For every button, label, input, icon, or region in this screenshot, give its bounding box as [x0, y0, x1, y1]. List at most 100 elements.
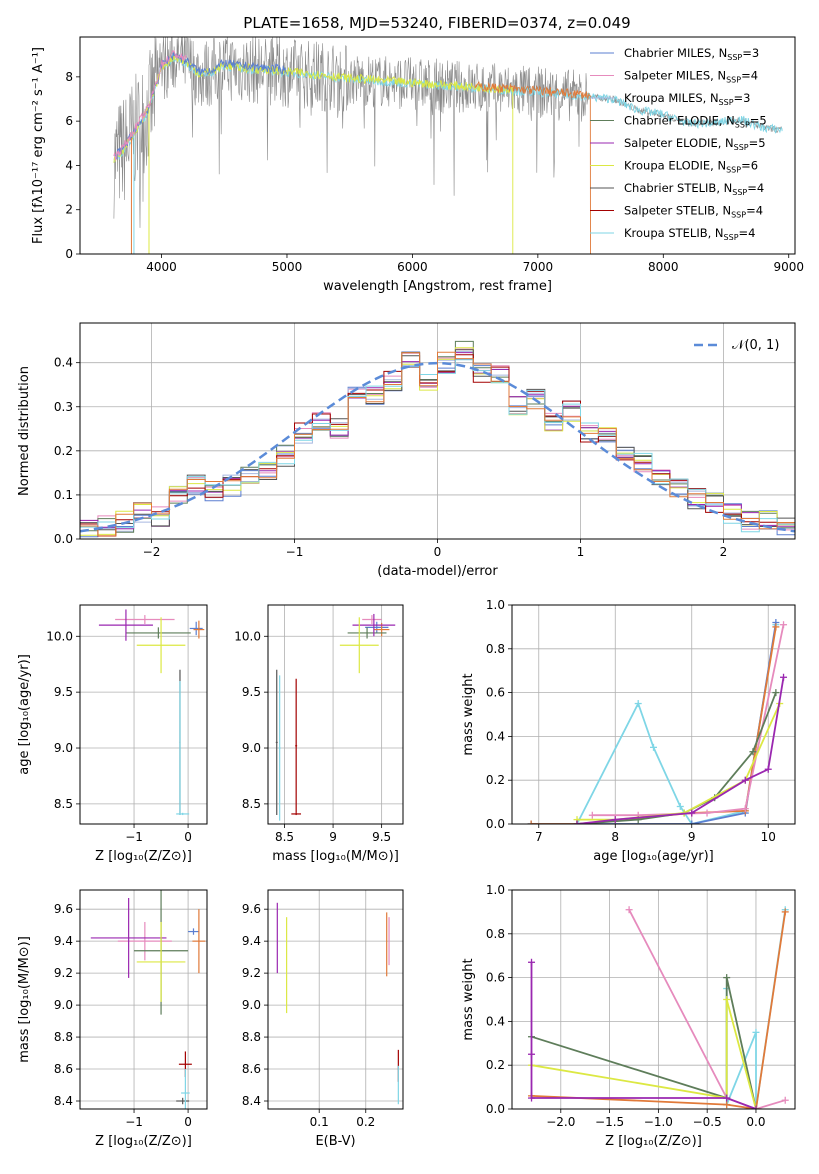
x-tick-label: 0	[184, 1115, 192, 1129]
residual-histogram-panel: −2 −1 0 1 2 0.0 0.1 0.2 0.3 0.4 (data-model)/error…	[17, 322, 796, 579]
plot-area	[528, 906, 789, 1109]
x-axis-label: Z [log₁₀(Z/Z⊙)]	[95, 849, 192, 864]
y-tick-label: 9.2	[54, 966, 73, 980]
y-tick-label: 9.5	[54, 685, 73, 699]
axes-frame	[267, 604, 404, 825]
y-tick-label: 0.0	[486, 817, 505, 831]
y-tick-label: 8.8	[54, 1030, 73, 1044]
x-axis-label: mass [log₁₀(M/M⊙)]	[272, 849, 399, 864]
y-axis-label: Normed distribution	[17, 366, 32, 496]
x-axis-label: age [log₁₀(age/yr)]	[593, 849, 714, 864]
y-tick-label: 0.3	[54, 400, 73, 414]
x-tick-label: 0	[184, 830, 192, 844]
legend-label: Chabrier STELIB, NSSP=4	[624, 181, 764, 197]
spectrum-panel: 4000 5000 6000 7000 8000 9000 0 2 4 6 8 wavelength …	[31, 36, 804, 294]
mass-weight-line	[576, 677, 785, 824]
legend-label-sub: SSP	[732, 188, 747, 197]
y-tick-label: 9.4	[54, 934, 73, 948]
x-tick-label: 2	[720, 545, 728, 559]
y-tick-label: 0.8	[486, 927, 505, 941]
legend-label-main: Kroupa MILES, N	[624, 91, 719, 105]
x-tick-label: −1	[125, 1115, 143, 1129]
y-tick-label: 8.5	[54, 797, 73, 811]
y-axis-label: mass [log₁₀(M/M⊙)]	[17, 936, 32, 1063]
x-tick-label: 1	[577, 545, 585, 559]
x-tick-label: 8	[611, 830, 619, 844]
legend-label-tail: =3	[734, 91, 751, 105]
plot-area	[275, 613, 396, 821]
legend-label: Salpeter ELODIE, NSSP=5	[624, 136, 766, 152]
y-tick-label: 10.0	[46, 629, 73, 643]
legend-label: 𝒩(0, 1)	[732, 338, 779, 353]
y-tick-label: 1.0	[486, 883, 505, 897]
legend-label-tail: =4	[746, 204, 763, 218]
x-tick-label: 9.5	[372, 830, 391, 844]
y-tick-label: 6	[65, 114, 73, 128]
y-tick-label: 0.2	[486, 1058, 505, 1072]
legend-label: Salpeter STELIB, NSSP=4	[624, 204, 763, 220]
y-tick-label: 8.5	[242, 797, 261, 811]
axes-frame	[511, 889, 796, 1110]
axes-frame	[267, 889, 404, 1110]
legend-label-tail: =5	[749, 136, 766, 150]
y-tick-label: 9.6	[54, 902, 73, 916]
x-tick-label: −2	[143, 545, 161, 559]
x-tick-label: −1	[125, 830, 143, 844]
mass-vs-extinction-panel: 0.1 0.2 8.4 8.6 8.8 9.0 9.2 9.4 9.6 E(B-V)	[242, 889, 404, 1149]
legend-label: Kroupa STELIB, NSSP=4	[624, 226, 755, 242]
y-tick-label: 0	[65, 247, 73, 261]
massweight-vs-metallicity-panel: −2.0 −1.5 −1.0 −0.5 0.0 0.0 0.2 0.4 0.6 0.8 1.0 Z […	[461, 883, 796, 1149]
y-tick-label: 0.0	[486, 1102, 505, 1116]
x-tick-label: 0.0	[746, 1115, 765, 1129]
plot-area	[90, 890, 206, 1109]
y-tick-label: 8.8	[242, 1030, 261, 1044]
axes-frame	[79, 889, 208, 1110]
y-tick-label: 10.0	[234, 629, 261, 643]
x-tick-label: 6000	[397, 260, 428, 274]
mass-vs-metallicity-panel: −1 0 8.4 8.6 8.8 9.0 9.2 9.4 9.6 Z [log₁₀(Z/Z⊙)] m…	[17, 889, 208, 1149]
y-tick-label: 4	[65, 158, 73, 172]
plot-area	[276, 902, 399, 1105]
mass-weight-line	[531, 626, 777, 824]
y-tick-label: 0.0	[54, 532, 73, 546]
y-tick-label: 9.6	[242, 902, 261, 916]
plot-area	[80, 340, 795, 538]
x-tick-label: 9000	[773, 260, 804, 274]
legend-label-sub: SSP	[726, 76, 741, 85]
y-tick-label: 0.2	[486, 773, 505, 787]
legend-label-sub: SSP	[719, 98, 734, 107]
legend-label-tail: =5	[750, 114, 767, 128]
mass-weight-line	[530, 962, 757, 1109]
plot-area	[113, 37, 783, 254]
y-tick-label: 0.8	[486, 642, 505, 656]
mass-weight-line	[531, 622, 777, 824]
mass-weight-line	[531, 999, 757, 1109]
x-tick-label: 0.1	[310, 1115, 329, 1129]
mass-weight-line	[531, 911, 787, 1109]
x-axis-label: Z [log₁₀(Z/Z⊙)]	[605, 1134, 702, 1149]
x-tick-label: 0	[434, 545, 442, 559]
y-tick-label: 9.0	[54, 741, 73, 755]
legend-label-tail: =4	[747, 181, 764, 195]
y-tick-label: 0.4	[486, 1014, 505, 1028]
model-spectrum-line	[113, 54, 514, 254]
x-tick-label: 9	[329, 830, 337, 844]
x-axis-label: E(B-V)	[315, 1134, 355, 1149]
age-vs-mass-panel: 8.5 9 9.5 8.5 9.0 9.5 10.0 mass [log₁₀(M/M⊙)]	[234, 604, 404, 864]
legend-label: Salpeter MILES, NSSP=4	[624, 69, 758, 85]
y-axis-label: Flux [fλ10⁻¹⁷ erg cm⁻² s⁻¹ A⁻¹]	[31, 47, 46, 244]
legend-label-tail: =3	[742, 46, 759, 60]
y-tick-label: 9.4	[242, 934, 261, 948]
residual-histogram-step	[80, 351, 795, 537]
y-tick-label: 8.4	[54, 1094, 73, 1108]
y-axis-label: mass weight	[461, 673, 476, 755]
y-tick-label: 0.4	[54, 356, 73, 370]
x-tick-label: 0.2	[356, 1115, 375, 1129]
y-tick-label: 1.0	[486, 598, 505, 612]
massweight-vs-age-panel: 7 8 9 10 0.0 0.2 0.4 0.6 0.8 1.0 age [log₁₀(age/yr…	[461, 598, 796, 864]
axes-frame	[511, 604, 796, 825]
age-vs-metallicity-panel: −1 0 8.5 9.0 9.5 10.0 Z [log₁₀(Z/Z⊙)] age [log₁…	[17, 604, 208, 864]
legend-label-sub: SSP	[726, 166, 741, 175]
model-spectrum-line	[474, 81, 591, 254]
